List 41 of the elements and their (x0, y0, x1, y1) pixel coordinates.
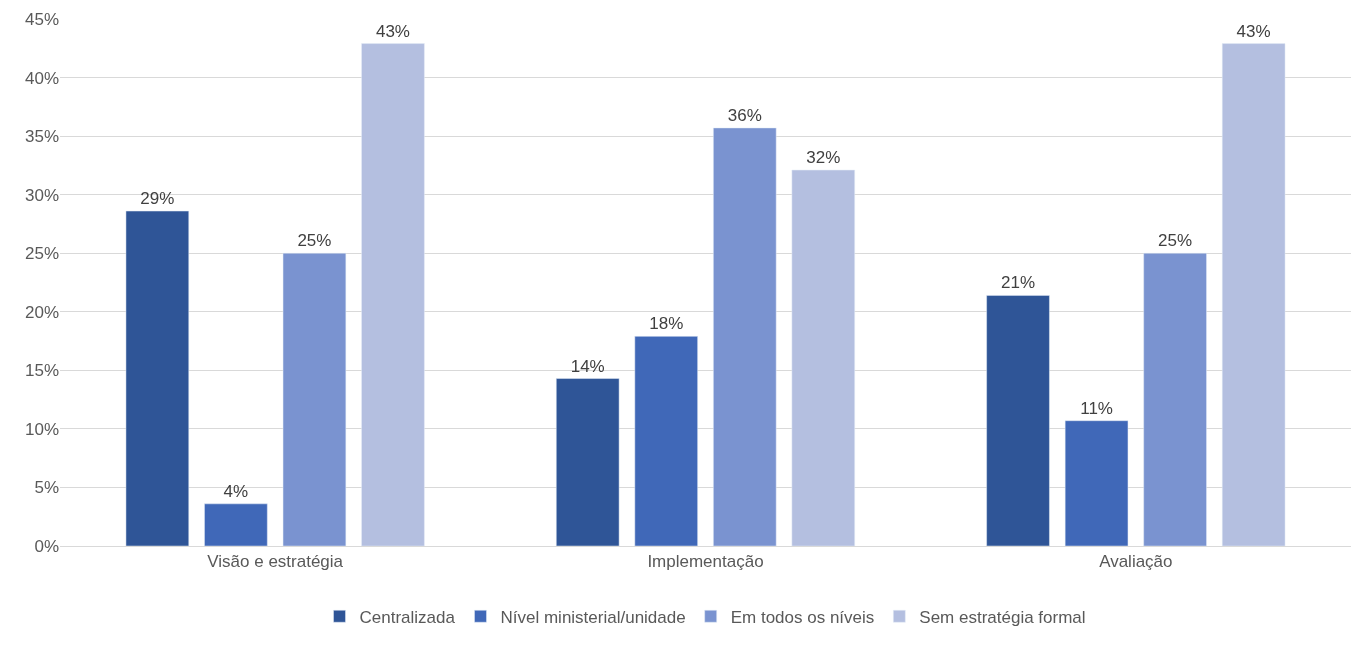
bar (204, 503, 268, 546)
data-label: 25% (297, 231, 332, 251)
data-label: 32% (806, 148, 841, 168)
data-label: 14% (570, 356, 605, 376)
data-label: 43% (1236, 21, 1271, 41)
y-tick-label: 45% (24, 9, 59, 29)
data-label: 4% (223, 481, 249, 501)
y-tick-label: 20% (24, 302, 59, 322)
bar (986, 295, 1050, 546)
y-tick-label: 15% (24, 361, 59, 381)
bar (791, 169, 855, 546)
y-tick-label: 5% (34, 478, 59, 498)
bar (1221, 43, 1286, 546)
x-tick-label: Avaliação (1099, 552, 1173, 572)
data-label: 21% (1001, 273, 1036, 293)
data-label: 11% (1080, 398, 1113, 418)
y-tick-label: 25% (24, 244, 59, 264)
x-tick-label: Implementação (647, 552, 764, 572)
y-tick-label: 35% (24, 127, 59, 147)
bar (713, 127, 777, 546)
bar (125, 210, 190, 546)
data-label: 25% (1158, 231, 1193, 251)
legend-label: Sem estratégia formal (919, 607, 1086, 627)
data-label: 43% (375, 21, 410, 41)
x-tick-label: Visão e estratégia (207, 552, 344, 572)
bar (282, 252, 347, 546)
bar (1064, 420, 1129, 546)
bar (556, 378, 620, 546)
y-tick-label: 10% (24, 419, 59, 439)
data-label: 36% (727, 105, 762, 125)
data-label: 18% (649, 314, 684, 334)
legend-label: Nível ministerial/unidade (500, 607, 686, 627)
data-label: 29% (140, 189, 175, 209)
legend-label: Centralizada (359, 607, 456, 627)
y-tick-label: 0% (34, 536, 59, 556)
y-tick-label: 40% (24, 68, 59, 88)
bar (634, 336, 698, 546)
bar (1143, 252, 1207, 546)
bar (361, 43, 425, 546)
legend-label: Em todos os níveis (730, 607, 875, 627)
y-tick-label: 30% (24, 185, 59, 205)
